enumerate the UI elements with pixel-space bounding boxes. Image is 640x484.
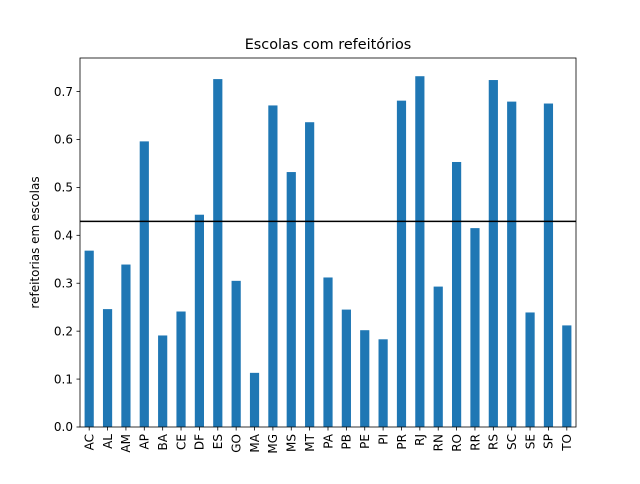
- x-tick-label: PR: [395, 434, 409, 450]
- bar-sc: [507, 101, 517, 428]
- bar-df: [194, 214, 204, 427]
- bar-sp: [543, 103, 554, 427]
- bar-pr: [396, 100, 407, 428]
- x-tick-label: GO: [229, 434, 243, 453]
- bar-ce: [176, 311, 186, 427]
- bar-pa: [323, 277, 333, 427]
- bar-ma: [249, 372, 260, 427]
- y-tick-label: 0.4: [54, 229, 73, 243]
- y-tick-label: 0.1: [54, 372, 73, 386]
- chart-title: Escolas com refeitórios: [245, 37, 412, 53]
- x-tick-label: PA: [321, 433, 335, 448]
- y-tick-label: 0.6: [54, 133, 73, 147]
- bar-rs: [488, 80, 498, 427]
- bar-to: [562, 325, 572, 427]
- x-tick-label: RJ: [413, 434, 427, 446]
- x-tick-label: PE: [358, 434, 372, 449]
- bar-pi: [378, 339, 388, 427]
- bar-rn: [433, 286, 443, 427]
- x-tick-label: AL: [101, 434, 115, 449]
- bar-ms: [286, 172, 296, 427]
- bar-ap: [139, 141, 149, 427]
- x-tick-label: RR: [468, 434, 482, 451]
- x-tick-label: CE: [174, 434, 188, 450]
- x-tick-label: AM: [119, 434, 133, 453]
- x-tick-label: RN: [432, 434, 446, 451]
- x-tick-label: MT: [303, 433, 317, 451]
- bar-am: [121, 264, 131, 427]
- y-tick-label: 0.3: [54, 276, 73, 290]
- x-tick-label: ES: [211, 434, 225, 449]
- bar-ro: [452, 161, 462, 428]
- x-tick-label: RO: [450, 434, 464, 452]
- bar-go: [231, 280, 241, 427]
- bar-al: [102, 309, 113, 427]
- bar-ba: [158, 335, 168, 427]
- y-tick-label: 0.0: [54, 420, 73, 434]
- bar-mt: [305, 122, 315, 427]
- x-tick-label: RS: [487, 434, 501, 450]
- bar-pb: [341, 309, 351, 427]
- bar-mg: [268, 105, 278, 427]
- bar-rr: [470, 228, 480, 427]
- x-tick-label: BA: [156, 433, 170, 450]
- x-tick-label: SP: [542, 434, 556, 449]
- x-tick-label: AP: [138, 434, 152, 449]
- bar-pe: [360, 330, 370, 427]
- x-tick-label: SC: [505, 434, 519, 450]
- bar-se: [525, 312, 535, 427]
- x-tick-label: SE: [523, 434, 537, 449]
- x-tick-label: DF: [193, 434, 207, 450]
- x-tick-label: MS: [285, 434, 299, 452]
- x-tick-label: MA: [248, 433, 262, 452]
- x-tick-label: PB: [340, 434, 354, 449]
- x-tick-label: AC: [82, 434, 96, 450]
- bar-es: [213, 79, 223, 427]
- bar-rj: [415, 76, 425, 428]
- x-tick-label: MG: [266, 434, 280, 454]
- bar-ac: [84, 250, 94, 427]
- y-tick-label: 0.5: [54, 181, 73, 195]
- y-axis-label: refeitorias em escolas: [28, 176, 42, 308]
- plot-area: 0.0 0.1 0.2 0.3 0.4 0.5 0.6 0.7 AC AL AM AP BA CE DF ES…: [54, 57, 577, 454]
- x-tick-label: TO: [560, 434, 574, 452]
- y-tick-label: 0.7: [54, 85, 73, 99]
- y-tick-label: 0.2: [54, 324, 73, 338]
- x-tick-label: PI: [376, 434, 390, 445]
